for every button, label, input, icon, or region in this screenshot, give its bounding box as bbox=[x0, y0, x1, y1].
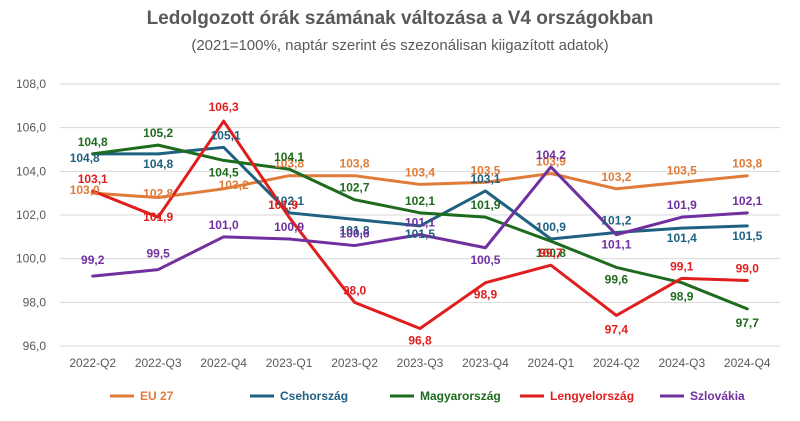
data-label-magyarorsz-g: 104,5 bbox=[209, 165, 239, 179]
chart-title: Ledolgozott órák számának változása a V4… bbox=[146, 8, 654, 29]
data-label-csehorsz-g: 100,9 bbox=[536, 220, 566, 234]
series-line-szlov-kia bbox=[91, 165, 749, 278]
data-label-magyarorsz-g: 102,7 bbox=[340, 181, 370, 195]
y-tick-label: 98,0 bbox=[23, 295, 47, 309]
x-tick-label: 2022-Q3 bbox=[135, 356, 182, 370]
legend-label-magyarorsz-g: Magyarország bbox=[420, 389, 501, 403]
data-label-csehorsz-g: 101,2 bbox=[601, 213, 631, 227]
data-label-magyarorsz-g: 105,2 bbox=[143, 126, 173, 140]
data-label-magyarorsz-g: 100,8 bbox=[536, 246, 566, 260]
data-label-csehorsz-g: 102,1 bbox=[274, 194, 304, 208]
y-tick-label: 106,0 bbox=[16, 121, 46, 135]
y-tick-label: 108,0 bbox=[16, 77, 46, 91]
x-tick-label: 2024-Q4 bbox=[724, 356, 771, 370]
data-label-szlov-kia: 99,2 bbox=[81, 253, 105, 267]
x-tick-label: 2023-Q3 bbox=[397, 356, 444, 370]
legend-label-szlov-kia: Szlovákia bbox=[690, 389, 745, 403]
series-line-csehorsz-g bbox=[91, 145, 749, 241]
data-label-szlov-kia: 100,5 bbox=[470, 253, 500, 267]
data-label-szlov-kia: 102,1 bbox=[732, 194, 762, 208]
data-label-eu-27: 103,8 bbox=[732, 157, 762, 171]
data-label-eu-27: 103,4 bbox=[405, 165, 435, 179]
x-tick-label: 2024-Q3 bbox=[658, 356, 705, 370]
legend-label-csehorsz-g: Csehország bbox=[280, 389, 348, 403]
data-label-lengyelorsz-g: 106,3 bbox=[209, 100, 239, 114]
data-label-csehorsz-g: 104,8 bbox=[70, 151, 100, 165]
data-label-szlov-kia: 101,0 bbox=[209, 218, 239, 232]
data-label-lengyelorsz-g: 98,0 bbox=[343, 283, 367, 297]
data-label-csehorsz-g: 103,1 bbox=[470, 172, 500, 186]
series-line-eu-27 bbox=[91, 172, 749, 200]
x-tick-label: 2022-Q4 bbox=[200, 356, 247, 370]
data-label-szlov-kia: 101,1 bbox=[601, 238, 631, 252]
data-label-szlov-kia: 100,9 bbox=[274, 220, 304, 234]
data-label-eu-27: 103,5 bbox=[667, 163, 697, 177]
data-label-csehorsz-g: 101,5 bbox=[405, 227, 435, 241]
data-label-lengyelorsz-g: 99,7 bbox=[539, 246, 563, 260]
data-label-eu-27: 103,2 bbox=[219, 178, 249, 192]
data-label-magyarorsz-g: 99,6 bbox=[605, 272, 629, 286]
x-tick-label: 2022-Q2 bbox=[69, 356, 116, 370]
y-tick-label: 104,0 bbox=[16, 164, 46, 178]
series-line-lengyelorsz-g bbox=[91, 119, 749, 331]
data-label-szlov-kia: 104,2 bbox=[536, 148, 566, 162]
data-label-csehorsz-g: 101,4 bbox=[667, 231, 697, 245]
data-label-lengyelorsz-g: 101,9 bbox=[143, 210, 173, 224]
y-tick-label: 102,0 bbox=[16, 208, 46, 222]
data-label-szlov-kia: 101,9 bbox=[667, 198, 697, 212]
data-label-eu-27: 103,2 bbox=[601, 170, 631, 184]
x-tick-label: 2024-Q1 bbox=[528, 356, 575, 370]
data-label-lengyelorsz-g: 99,1 bbox=[670, 259, 694, 273]
data-label-magyarorsz-g: 97,7 bbox=[736, 316, 760, 330]
data-label-csehorsz-g: 101,8 bbox=[340, 223, 370, 237]
data-label-lengyelorsz-g: 99,0 bbox=[736, 262, 760, 276]
data-label-magyarorsz-g: 98,9 bbox=[670, 290, 694, 304]
x-tick-label: 2023-Q1 bbox=[266, 356, 313, 370]
data-label-lengyelorsz-g: 103,1 bbox=[78, 172, 108, 186]
data-label-eu-27: 103,9 bbox=[536, 155, 566, 169]
data-label-csehorsz-g: 105,1 bbox=[211, 128, 241, 142]
data-label-lengyelorsz-g: 101,9 bbox=[268, 198, 298, 212]
data-label-csehorsz-g: 101,5 bbox=[732, 229, 762, 243]
y-tick-label: 100,0 bbox=[16, 252, 46, 266]
data-label-csehorsz-g: 104,8 bbox=[143, 157, 173, 171]
data-label-szlov-kia: 100,6 bbox=[340, 227, 370, 241]
data-label-szlov-kia: 101,1 bbox=[405, 216, 435, 230]
data-label-magyarorsz-g: 104,1 bbox=[274, 150, 304, 164]
data-label-eu-27: 103,8 bbox=[274, 157, 304, 171]
legend-label-lengyelorsz-g: Lengyelország bbox=[550, 389, 634, 403]
data-label-szlov-kia: 99,5 bbox=[147, 247, 171, 261]
x-tick-label: 2023-Q4 bbox=[462, 356, 509, 370]
chart-subtitle: (2021=100%, naptár szerint és szezonális… bbox=[191, 37, 609, 54]
data-label-eu-27: 103,8 bbox=[340, 157, 370, 171]
data-label-eu-27: 102,8 bbox=[143, 187, 173, 201]
y-tick-label: 96,0 bbox=[23, 339, 47, 353]
legend-label-eu-27: EU 27 bbox=[140, 389, 174, 403]
data-label-lengyelorsz-g: 98,9 bbox=[474, 288, 498, 302]
data-label-magyarorsz-g: 101,9 bbox=[470, 198, 500, 212]
data-label-eu-27: 103,5 bbox=[470, 163, 500, 177]
data-label-magyarorsz-g: 104,8 bbox=[78, 135, 108, 149]
data-label-lengyelorsz-g: 97,4 bbox=[605, 322, 629, 336]
data-label-magyarorsz-g: 102,1 bbox=[405, 194, 435, 208]
data-label-lengyelorsz-g: 96,8 bbox=[408, 334, 432, 348]
x-tick-label: 2024-Q2 bbox=[593, 356, 640, 370]
x-tick-label: 2023-Q2 bbox=[331, 356, 378, 370]
data-label-eu-27: 103,0 bbox=[70, 183, 100, 197]
